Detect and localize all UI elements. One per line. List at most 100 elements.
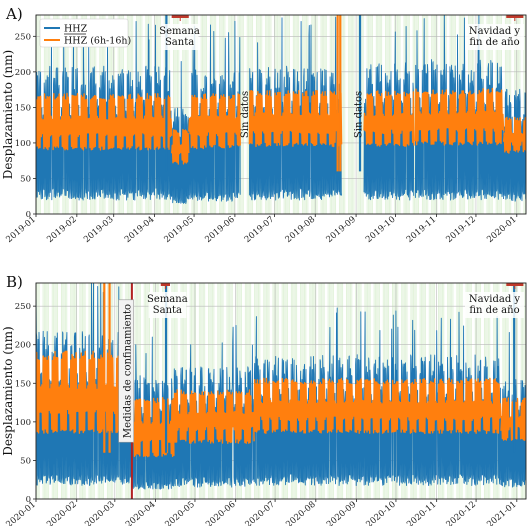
annotation-text: Santa: [165, 37, 194, 48]
x-tick-label: 2020-10: [364, 500, 397, 526]
y-tick-label: 50: [20, 174, 31, 184]
x-tick-label: 2020-08: [284, 500, 317, 526]
x-tick-label: 2019-01: [4, 215, 37, 245]
annotation-text: Sin datos: [240, 91, 251, 138]
annotation-text: fin de año: [469, 37, 519, 48]
weekday-stripe: [361, 15, 363, 214]
annotation-text: Sin datos: [353, 91, 364, 138]
rotated-annotation: Medidas de confinamiento: [118, 299, 134, 443]
series-line-hhz-6h-16h: [36, 87, 526, 165]
y-tick-label: 250: [15, 302, 31, 312]
weekday-stripe: [186, 15, 188, 214]
weekday-stripe: [172, 15, 175, 214]
weekday-stripe: [241, 15, 243, 214]
y-axis-label: Desplazamiento (nm): [1, 50, 15, 179]
weekday-stripe: [414, 15, 416, 214]
annotation-text: Medidas de confinamiento: [123, 304, 134, 438]
x-tick-label: 2019-11: [405, 215, 438, 245]
weekday-stripe: [172, 283, 174, 499]
weekday-stripe: [240, 15, 242, 214]
x-tick-label: 2020-01: [485, 215, 518, 245]
rotated-annotation: Sin datos: [240, 91, 251, 138]
y-tick-label: 0: [26, 495, 31, 505]
series-line-hhz: [36, 15, 526, 204]
x-tick-label: 2019-10: [364, 215, 397, 245]
weekday-stripe: [187, 15, 189, 214]
x-tick-label: 2020-02: [45, 500, 78, 526]
x-tick-label: 2019-02: [45, 215, 78, 245]
y-tick-label: 150: [15, 103, 31, 113]
x-tick-label: 2020-07: [244, 500, 277, 526]
weekday-stripe: [506, 283, 508, 499]
y-tick-label: 250: [15, 32, 31, 42]
x-tick-label: 2020-06: [204, 500, 237, 526]
weekday-stripe: [342, 15, 344, 214]
y-tick-label: 50: [20, 456, 31, 466]
annotation-bg: [465, 292, 524, 318]
x-tick-label: 2020-12: [445, 500, 478, 526]
y-tick-label: 200: [15, 341, 31, 351]
annotation-bg: [148, 292, 187, 318]
legend-entry: HHZ: [64, 24, 88, 35]
x-tick-label: 2019-12: [444, 215, 477, 245]
weekday-stripe: [348, 15, 350, 214]
x-tick-label: 2020-04: [124, 500, 157, 526]
weekday-stripe: [344, 15, 346, 214]
annotation-text: Navidad y: [469, 294, 521, 305]
y-tick-label: 100: [15, 418, 31, 428]
x-tick-label: 2019-04: [123, 215, 156, 245]
weekday-stripe: [511, 283, 513, 499]
y-tick-label: 0: [26, 210, 31, 220]
weekday-stripe: [192, 283, 194, 499]
annotation-bg: [160, 24, 199, 50]
series-line-hhz: [36, 283, 526, 490]
plot-area: [36, 15, 526, 204]
rotated-annotation: Sin datos: [353, 91, 364, 138]
x-tick-label: 2020-09: [325, 500, 358, 526]
weekday-stripe: [353, 15, 355, 214]
weekday-stripe: [154, 283, 156, 499]
x-tick-label: 2019-05: [163, 215, 196, 245]
panel-label: A): [5, 5, 23, 23]
weekday-stripe: [341, 15, 343, 214]
weekday-stripe: [349, 15, 351, 214]
x-tick-label: 2020-01: [4, 500, 37, 526]
weekday-stripe: [516, 283, 518, 499]
x-tick-label: 2020-11: [405, 500, 438, 526]
panel-label: B): [6, 273, 23, 291]
x-tick-label: 2019-09: [325, 215, 358, 245]
weekday-stripe: [242, 15, 244, 214]
weekday-stripe: [248, 15, 250, 214]
x-tick-label: 2019-07: [243, 215, 276, 245]
series-line-hhz-6h-16h: [36, 350, 526, 458]
weekday-stripe: [178, 15, 180, 214]
weekday-stripe: [362, 15, 364, 214]
x-tick-label: 2019-03: [82, 215, 115, 245]
y-tick-label: 150: [15, 379, 31, 389]
weekday-stripe: [246, 15, 248, 214]
x-tick-label: 2021-01: [485, 500, 518, 526]
annotation-box: [118, 299, 134, 443]
plot-frame: [35, 14, 527, 215]
y-tick-label: 100: [15, 139, 31, 149]
annotation-text: fin de año: [469, 305, 519, 316]
weekday-stripe: [175, 15, 177, 214]
x-tick-label: 2019-06: [203, 215, 236, 245]
annotation-text: Navidad y: [469, 26, 521, 37]
annotation-bg: [465, 24, 524, 50]
annotation-text: Semana: [147, 294, 188, 305]
legend-entry: HHZ (6h-16h): [64, 36, 131, 47]
plot-area: [36, 283, 526, 499]
x-tick-label: 2019-08: [284, 215, 317, 245]
legend-box: [39, 18, 129, 48]
weekday-stripe: [350, 15, 352, 214]
x-tick-label: 2020-05: [163, 500, 196, 526]
annotation-text: Semana: [159, 26, 200, 37]
y-axis-label: Desplazamiento (nm): [1, 326, 15, 455]
weekday-stripe: [357, 15, 359, 214]
y-tick-label: 200: [15, 68, 31, 78]
